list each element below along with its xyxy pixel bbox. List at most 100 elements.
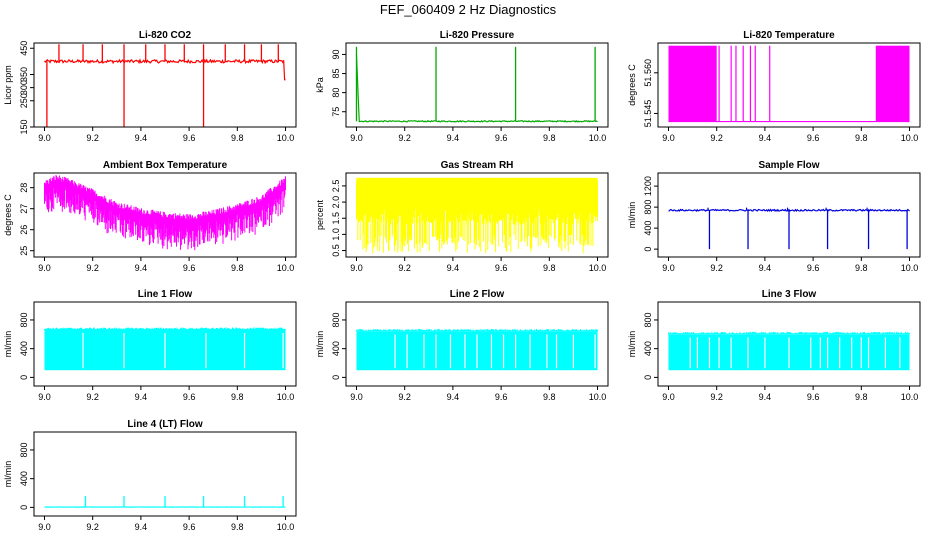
y-tick-label: 1.5: [331, 212, 341, 225]
panel-ambient-box-temperature: Ambient Box Temperature 9.0 9.2 9.4 9.6 9.8 10…: [3, 160, 297, 273]
series-line: [668, 208, 910, 213]
x-tick-label: 9.8: [231, 133, 244, 143]
x-tick-label: 9.4: [447, 392, 460, 402]
y-tick-label: 400: [19, 341, 29, 356]
y-tick-label: 400: [331, 341, 341, 356]
x-tick-label: 9.4: [447, 133, 460, 143]
x-tick-label: 9.0: [662, 133, 675, 143]
y-axis-label: kPa: [315, 77, 325, 93]
y-tick-label: 75: [331, 107, 341, 117]
x-tick-label: 10.0: [277, 392, 295, 402]
y-tick-label: 0: [643, 375, 653, 380]
y-tick-label: 400: [19, 471, 29, 486]
x-tick-label: 9.8: [855, 133, 868, 143]
x-tick-label: 10.0: [901, 263, 919, 273]
x-tick-label: 9.8: [231, 392, 244, 402]
x-tick-label: 9.8: [543, 133, 556, 143]
y-tick-label: 800: [643, 200, 653, 215]
y-tick-label: 0: [19, 375, 29, 380]
x-tick-label: 9.6: [183, 133, 196, 143]
y-tick-label: 0: [19, 505, 29, 510]
x-tick-label: 9.4: [135, 263, 148, 273]
x-tick-label: 9.2: [710, 263, 723, 273]
y-tick-label: 2.0: [331, 196, 341, 209]
panel-title: Li-820 Temperature: [743, 30, 835, 41]
panel-title: Li-820 CO2: [139, 30, 192, 41]
flow-noise: [44, 327, 286, 330]
panel-title: Line 4 (LT) Flow: [127, 419, 203, 430]
series-sample-flow: [668, 207, 910, 250]
flow-noise: [668, 331, 910, 335]
x-tick-label: 9.4: [135, 392, 148, 402]
series-li-820-pressure: [355, 46, 598, 123]
x-tick-label: 9.0: [38, 133, 51, 143]
y-axis-label: ml/min: [3, 461, 13, 488]
x-tick-label: 9.8: [543, 263, 556, 273]
y-tick-label: 28: [19, 183, 29, 193]
panel-li-820-pressure: Li-820 Pressure 9.0 9.2 9.4 9.6 9.8 10.0 75 80 85…: [315, 30, 609, 143]
series-line-4-lt-flow: [44, 495, 286, 508]
y-tick-label: 300: [19, 80, 29, 95]
panel-sample-flow: Sample Flow 9.0 9.2 9.4 9.6 9.8 10.0 0 400 800 120…: [627, 160, 921, 273]
y-tick-label: 25: [19, 246, 29, 256]
y-tick-label: 27: [19, 204, 29, 214]
y-tick-label: 0: [643, 247, 653, 252]
x-tick-label: 9.4: [447, 263, 460, 273]
x-tick-label: 9.2: [398, 392, 411, 402]
flow-noise: [356, 328, 598, 332]
panel-title: Line 2 Flow: [450, 289, 505, 300]
series-line: [44, 58, 286, 81]
y-tick-label: 80: [331, 88, 341, 98]
y-tick-label: 800: [331, 312, 341, 327]
x-tick-label: 9.0: [350, 392, 363, 402]
y-tick-label: 85: [331, 69, 341, 79]
y-tick-label: 350: [19, 67, 29, 82]
x-tick-label: 9.0: [350, 263, 363, 273]
x-tick-label: 9.2: [86, 522, 99, 532]
x-tick-label: 9.8: [543, 392, 556, 402]
x-tick-label: 9.8: [855, 263, 868, 273]
x-tick-label: 10.0: [901, 133, 919, 143]
panel-title: Gas Stream RH: [441, 160, 514, 171]
x-tick-label: 9.6: [807, 263, 820, 273]
x-tick-label: 9.6: [807, 133, 820, 143]
y-tick-label: 800: [19, 312, 29, 327]
plot-frame: [657, 301, 921, 387]
x-tick-label: 9.0: [662, 392, 675, 402]
x-tick-label: 9.4: [135, 522, 148, 532]
x-tick-label: 9.2: [710, 133, 723, 143]
x-tick-label: 9.4: [759, 392, 772, 402]
y-axis-label: percent: [315, 199, 325, 230]
y-axis-label: ml/min: [627, 331, 637, 358]
y-axis-label: degrees C: [627, 64, 637, 106]
plot-frame: [657, 172, 921, 258]
y-tick-label: 800: [643, 312, 653, 327]
x-tick-label: 9.6: [183, 522, 196, 532]
x-tick-label: 9.0: [38, 522, 51, 532]
y-tick-label: 450: [19, 41, 29, 56]
y-tick-label: 2.5: [331, 180, 341, 193]
x-tick-label: 10.0: [277, 522, 295, 532]
y-axis-label: ml/min: [3, 331, 13, 358]
x-tick-label: 10.0: [277, 263, 295, 273]
x-tick-label: 9.2: [86, 392, 99, 402]
y-axis-label: Licor ppm: [3, 65, 13, 105]
x-tick-label: 10.0: [589, 133, 607, 143]
x-tick-label: 9.8: [231, 263, 244, 273]
panel-line-1-flow: Line 1 Flow 9.0 9.2 9.4 9.6 9.8 10.0 0 400 800 ml/…: [3, 289, 297, 402]
x-tick-label: 9.6: [807, 392, 820, 402]
series-ambient-box-temperature: [44, 175, 286, 251]
temperature-trace: [44, 175, 286, 251]
x-tick-label: 9.0: [38, 392, 51, 402]
x-tick-label: 10.0: [901, 392, 919, 402]
figure-title: FEF_060409 2 Hz Diagnostics: [379, 2, 557, 17]
x-tick-label: 9.2: [86, 133, 99, 143]
toggle-band: [668, 45, 717, 122]
y-tick-label: 0: [331, 375, 341, 380]
x-tick-label: 9.2: [710, 392, 723, 402]
series-line-2-flow: [356, 328, 598, 371]
y-tick-label: 51.545: [643, 100, 653, 128]
plot-frame: [345, 172, 609, 258]
y-tick-label: 250: [19, 93, 29, 108]
